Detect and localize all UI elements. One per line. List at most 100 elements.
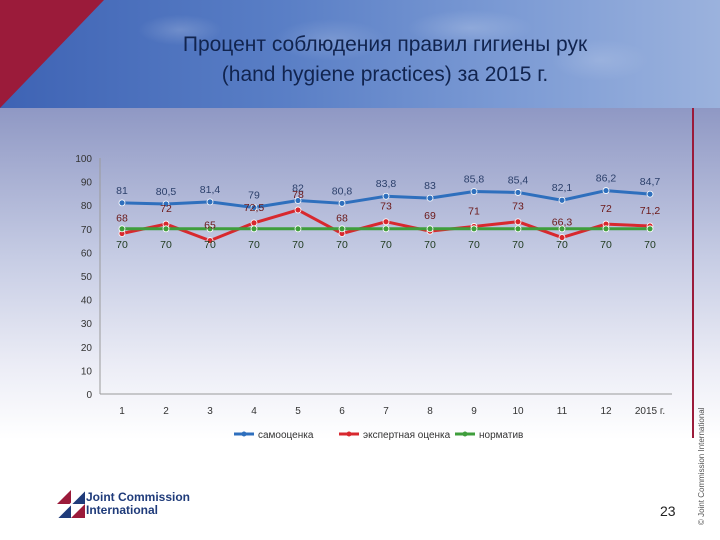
legend-label-1: самооценка — [258, 430, 314, 441]
series-3-point — [118, 225, 126, 233]
y-tick-label: 70 — [81, 225, 93, 236]
series-1-point — [382, 192, 390, 200]
x-tick-label: 3 — [207, 406, 213, 417]
red-divider — [692, 108, 694, 438]
legend-marker-1 — [241, 431, 247, 437]
series-1-point — [646, 190, 654, 198]
x-tick-label: 8 — [427, 406, 433, 417]
data-label: 86,2 — [596, 173, 617, 185]
x-tick-label: 2015 г. — [635, 406, 665, 417]
chart-background — [0, 108, 720, 440]
series-3-point — [602, 225, 610, 233]
y-tick-label: 80 — [81, 201, 93, 212]
series-3-point — [206, 225, 214, 233]
data-label: 68 — [116, 213, 128, 225]
data-label: 70 — [204, 239, 216, 251]
data-label: 66,3 — [552, 217, 573, 229]
series-3-point — [514, 225, 522, 233]
slide-title: Процент соблюдения правил гигиены рук (h… — [90, 30, 680, 90]
data-label: 70 — [336, 239, 348, 251]
data-label: 70 — [292, 239, 304, 251]
y-tick-label: 0 — [86, 390, 92, 401]
data-label: 83,8 — [376, 178, 397, 190]
data-label: 78 — [292, 189, 304, 201]
series-1-point — [602, 187, 610, 194]
series-1-point — [206, 198, 214, 206]
header-banner — [0, 0, 720, 108]
y-tick-label: 60 — [81, 248, 93, 259]
series-3-point — [294, 225, 302, 233]
data-label: 71,2 — [640, 205, 661, 217]
title-line-1: Процент соблюдения правил гигиены рук — [182, 33, 588, 56]
data-label: 70 — [644, 239, 656, 251]
data-label: 70 — [600, 239, 612, 251]
data-label: 81,4 — [200, 184, 221, 196]
data-label: 70 — [468, 239, 480, 251]
data-label: 70 — [512, 239, 524, 251]
x-tick-label: 9 — [471, 406, 477, 417]
data-label: 83 — [424, 180, 436, 192]
page-number: 23 — [660, 503, 676, 519]
series-3-point — [646, 225, 654, 233]
data-label: 70 — [424, 239, 436, 251]
data-label: 70 — [160, 239, 172, 251]
series-3-point — [250, 225, 258, 233]
data-label: 85,8 — [464, 174, 485, 186]
corner-accent — [0, 0, 104, 108]
x-tick-label: 1 — [119, 406, 125, 417]
y-tick-label: 10 — [81, 366, 93, 377]
legend-marker-2 — [346, 431, 352, 437]
series-3-point — [470, 225, 478, 233]
y-tick-label: 40 — [81, 296, 93, 307]
series-1-point — [426, 194, 434, 202]
y-tick-label: 90 — [81, 178, 93, 189]
logo-line-2: International — [86, 503, 159, 517]
series-1-point — [470, 188, 478, 195]
series-1-point — [558, 196, 566, 204]
data-label: 72 — [160, 203, 172, 215]
series-3-point — [382, 225, 390, 233]
x-tick-label: 11 — [557, 406, 568, 417]
series-2-point — [514, 218, 522, 226]
series-1-point — [294, 197, 302, 204]
data-label: 68 — [336, 213, 348, 225]
jci-logo-icon — [57, 490, 85, 518]
legend-label-3: норматив — [479, 430, 523, 441]
data-label: 73 — [512, 201, 524, 213]
data-label: 70 — [556, 239, 568, 251]
series-2-point — [382, 218, 390, 226]
series-1-point — [514, 189, 522, 196]
legend-label-2: экспертная оценка — [363, 430, 451, 441]
legend-marker-3 — [462, 431, 468, 437]
x-tick-label: 6 — [339, 406, 345, 417]
y-tick-label: 100 — [75, 154, 92, 165]
series-3-point — [426, 225, 434, 233]
data-label: 81 — [116, 185, 128, 197]
data-label: 70 — [380, 239, 392, 251]
series-3-point — [558, 225, 566, 233]
series-1-point — [250, 204, 258, 211]
x-tick-label: 5 — [295, 406, 301, 417]
series-1-point — [162, 200, 170, 208]
series-2-point — [250, 219, 258, 227]
series-1-point — [338, 199, 346, 207]
data-label: 85,4 — [508, 174, 529, 186]
series-2-point — [294, 206, 302, 214]
data-label: 73 — [380, 201, 392, 213]
x-tick-label: 7 — [383, 406, 389, 417]
data-label: 82,1 — [552, 182, 573, 194]
data-label: 79 — [248, 190, 260, 202]
series-3-point — [162, 225, 170, 233]
data-label: 72,5 — [244, 202, 265, 214]
x-tick-label: 4 — [251, 406, 257, 417]
y-tick-label: 20 — [81, 343, 93, 354]
x-tick-label: 10 — [512, 406, 524, 417]
series-2-point — [558, 234, 566, 241]
data-label: 65 — [204, 220, 216, 232]
data-label: 80,8 — [332, 185, 353, 197]
x-tick-label: 12 — [600, 406, 612, 417]
data-label: 82 — [292, 182, 304, 194]
y-tick-label: 30 — [81, 319, 93, 330]
series-3-point — [338, 225, 346, 233]
